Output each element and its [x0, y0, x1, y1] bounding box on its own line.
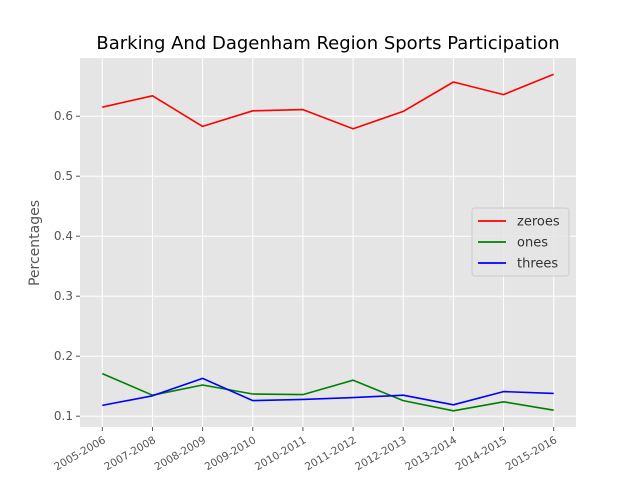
x-tick-label: 2012-2013	[353, 434, 409, 473]
chart-title: Barking And Dagenham Region Sports Parti…	[96, 33, 559, 54]
x-tick-label: 2009-2010	[203, 434, 259, 473]
x-tick-label: 2008-2009	[153, 434, 209, 473]
x-tick-label: 2013-2014	[403, 434, 459, 473]
x-tick-label: 2015-2016	[504, 434, 560, 473]
series-line-threes	[102, 377, 554, 407]
legend-label-threes: threes	[517, 257, 558, 272]
y-axis-label: Percentages	[27, 200, 43, 286]
legend-label-zeroes: zeroes	[517, 215, 560, 230]
x-tick-label: 2007-2008	[102, 434, 158, 473]
x-tick-label: 2014-2015	[453, 434, 509, 473]
x-tick-label: 2011-2012	[303, 434, 359, 473]
y-axis-ticks: 0.1 0.2 0.3 0.4 0.5 0.6	[54, 109, 80, 423]
series-line-ones	[101, 372, 554, 412]
y-tick-label: 0.5	[54, 169, 73, 183]
y-tick-label: 0.1	[54, 409, 73, 423]
series-line-zeroes	[102, 73, 555, 130]
y-tick-label: 0.4	[54, 229, 73, 243]
series-layer	[101, 73, 555, 412]
legend-box	[471, 207, 570, 277]
y-tick-label: 0.3	[54, 289, 73, 303]
legend: zeroes ones threes	[471, 207, 570, 277]
x-axis-ticks: 2005-20062007-20082008-20092009-20102010…	[52, 427, 559, 473]
x-tick-label: 2010-2011	[253, 434, 309, 473]
legend-label-ones: ones	[517, 236, 548, 251]
y-tick-label: 0.6	[54, 109, 73, 123]
x-tick-label: 2005-2006	[52, 434, 108, 473]
y-tick-label: 0.2	[54, 349, 73, 363]
